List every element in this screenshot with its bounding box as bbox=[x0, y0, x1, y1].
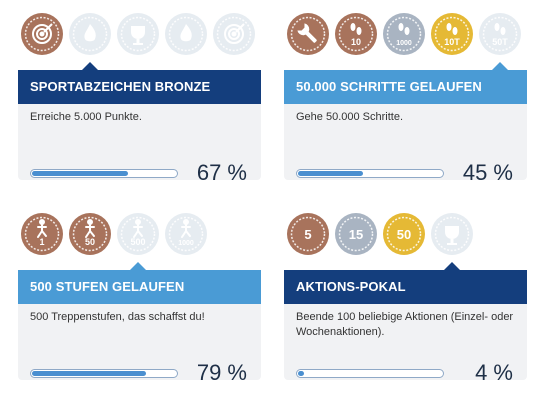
achievement-card-sportabzeichen[interactable]: SPORTABZEICHEN BRONZE Erreiche 5.000 Pun… bbox=[18, 12, 261, 188]
progress-percent: 4 % bbox=[475, 360, 513, 385]
stairs-icon[interactable]: 1 bbox=[20, 212, 64, 256]
progress-fill bbox=[298, 171, 363, 176]
achievement-card-aktions-pokal[interactable]: 5 15 50 AKTIONS-POKAL Beende 100 beliebi… bbox=[284, 212, 527, 388]
svg-text:5: 5 bbox=[304, 227, 311, 242]
progress-fill bbox=[32, 171, 128, 176]
stairs-icon[interactable]: 500 bbox=[116, 212, 160, 256]
number-badge-icon[interactable]: 50 bbox=[382, 212, 426, 256]
card-description: Erreiche 5.000 Punkte. bbox=[30, 111, 142, 123]
footprints-icon[interactable]: 10 bbox=[334, 12, 378, 56]
card-title: SPORTABZEICHEN BRONZE bbox=[18, 70, 261, 104]
progress-bar bbox=[296, 369, 444, 378]
badge-row: 10 1000 10T 50T bbox=[284, 12, 527, 60]
stairs-icon[interactable]: 1000 bbox=[164, 212, 208, 256]
card-title: 50.000 SCHRITTE GELAUFEN bbox=[284, 70, 527, 104]
card-description: Gehe 50.000 Schritte. bbox=[296, 111, 404, 123]
flame-icon[interactable] bbox=[68, 12, 112, 56]
svg-text:50: 50 bbox=[397, 227, 411, 242]
wrench-icon[interactable] bbox=[286, 12, 330, 56]
card-description: Beende 100 beliebige Aktionen (Einzel- o… bbox=[296, 311, 514, 338]
footprints-icon[interactable]: 1000 bbox=[382, 12, 426, 56]
badge-pointer bbox=[130, 262, 146, 270]
card-description: 500 Treppenstufen, das schaffst du! bbox=[30, 311, 205, 323]
badge-row bbox=[18, 12, 261, 60]
trophy-icon[interactable] bbox=[430, 212, 474, 256]
svg-text:10T: 10T bbox=[444, 37, 460, 47]
svg-text:10: 10 bbox=[351, 37, 361, 47]
badge-pointer bbox=[82, 62, 98, 70]
svg-text:50T: 50T bbox=[492, 37, 508, 47]
badge-row: 1 50 500 1000 bbox=[18, 212, 261, 260]
progress-percent: 79 % bbox=[196, 360, 247, 385]
number-badge-icon[interactable]: 15 bbox=[334, 212, 378, 256]
achievement-card-schritte[interactable]: 10 1000 10T 50T 50.000 SCHRITTE GELAUFEN… bbox=[284, 12, 527, 188]
progress-fill bbox=[32, 371, 146, 376]
card-title: AKTIONS-POKAL bbox=[284, 270, 527, 304]
target-icon[interactable] bbox=[212, 12, 256, 56]
svg-text:500: 500 bbox=[130, 237, 145, 247]
svg-text:1: 1 bbox=[39, 237, 44, 247]
achievement-card-stufen[interactable]: 1 50 500 1000 500 STUFEN GELAUFEN 500 Tr… bbox=[18, 212, 261, 388]
card-title: 500 STUFEN GELAUFEN bbox=[18, 270, 261, 304]
number-badge-icon[interactable]: 5 bbox=[286, 212, 330, 256]
progress-bar bbox=[30, 369, 178, 378]
progress-fill bbox=[298, 371, 304, 376]
footprints-icon[interactable]: 50T bbox=[478, 12, 522, 56]
progress-bar bbox=[30, 169, 178, 178]
progress-percent: 67 % bbox=[196, 160, 247, 185]
badge-row: 5 15 50 bbox=[284, 212, 527, 260]
stairs-icon[interactable]: 50 bbox=[68, 212, 112, 256]
trophy-icon[interactable] bbox=[116, 12, 160, 56]
target-icon[interactable] bbox=[20, 12, 64, 56]
footprints-icon[interactable]: 10T bbox=[430, 12, 474, 56]
svg-text:15: 15 bbox=[349, 227, 363, 242]
progress-percent: 45 % bbox=[462, 160, 513, 185]
svg-text:50: 50 bbox=[85, 237, 95, 247]
svg-text:1000: 1000 bbox=[178, 240, 194, 247]
badge-pointer bbox=[444, 262, 460, 270]
badge-pointer bbox=[492, 62, 508, 70]
progress-bar bbox=[296, 169, 444, 178]
svg-text:1000: 1000 bbox=[396, 40, 412, 47]
flame-icon[interactable] bbox=[164, 12, 208, 56]
